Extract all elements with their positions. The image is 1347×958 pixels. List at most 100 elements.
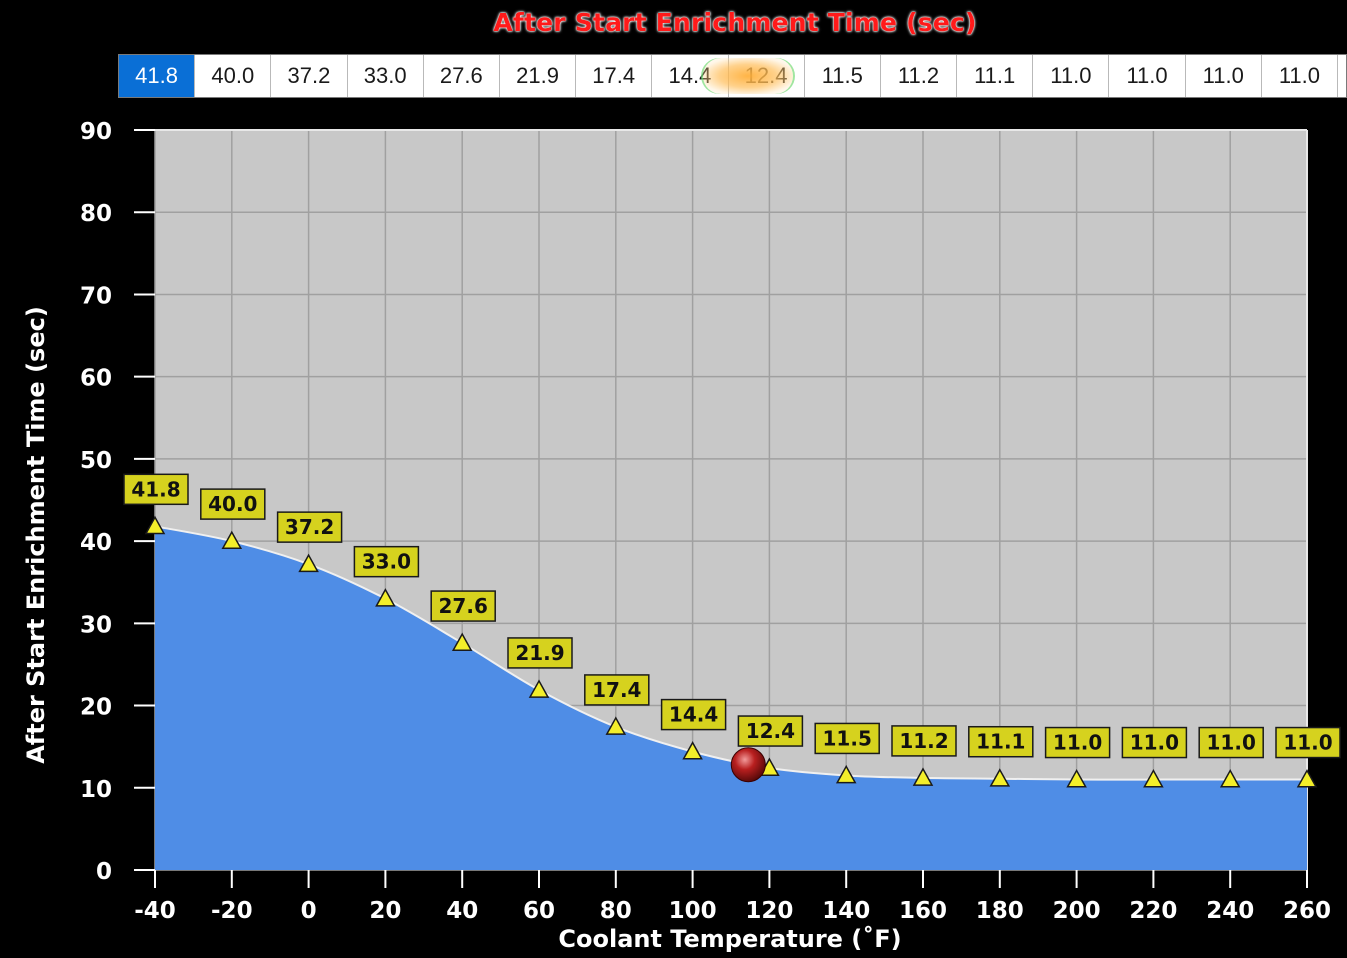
data-point-marker[interactable] <box>528 679 550 698</box>
value-cell[interactable]: 41.8 <box>119 55 196 97</box>
y-tick-label: 0 <box>96 859 112 885</box>
x-axis-title: Coolant Temperature (˚F) <box>558 925 901 953</box>
y-tick-label: 10 <box>80 777 112 803</box>
data-label: 14.4 <box>660 698 727 731</box>
data-point-marker[interactable] <box>912 767 934 786</box>
y-tick-label: 80 <box>80 201 112 227</box>
data-label-box <box>968 725 1034 758</box>
value-cell[interactable]: 11.5 <box>805 55 881 97</box>
data-label: 11.5 <box>814 722 880 755</box>
data-label: 11.0 <box>1044 726 1111 759</box>
y-tick-label: 70 <box>80 283 112 309</box>
x-tick-label: 200 <box>1053 898 1101 924</box>
data-point-marker[interactable] <box>605 716 627 735</box>
data-label-text: 12.4 <box>746 719 795 743</box>
data-point-marker[interactable] <box>682 741 703 760</box>
data-label-box <box>353 545 420 578</box>
data-label-text: 40.0 <box>208 492 257 516</box>
data-point-marker[interactable] <box>835 764 857 784</box>
data-point-marker[interactable] <box>1219 769 1241 788</box>
value-cell[interactable]: 40.0 <box>195 55 272 97</box>
data-label-box <box>584 674 650 706</box>
x-tick-label: 120 <box>745 898 793 924</box>
data-point-marker[interactable] <box>451 632 473 652</box>
data-label: 11.0 <box>1275 726 1341 759</box>
data-label-text: 41.8 <box>131 477 180 501</box>
value-cell[interactable]: 11.2 <box>881 55 958 97</box>
x-tick-label: 220 <box>1129 898 1177 924</box>
data-label-text: 14.4 <box>669 703 718 727</box>
data-label-text: 11.2 <box>899 729 948 753</box>
data-label: 11.2 <box>891 725 957 757</box>
data-point-marker[interactable] <box>1143 769 1164 788</box>
data-label: 41.8 <box>123 473 189 506</box>
data-label-text: 11.5 <box>823 726 872 750</box>
data-point-marker[interactable] <box>989 768 1011 787</box>
data-point-marker[interactable] <box>375 588 396 607</box>
x-tick-label: 60 <box>523 898 555 924</box>
value-cell[interactable]: 27.6 <box>424 55 500 97</box>
value-cell[interactable]: 37.2 <box>271 55 348 97</box>
x-tick-label: 160 <box>899 898 947 924</box>
x-tick-label: 100 <box>669 898 717 924</box>
data-label-box <box>200 488 266 520</box>
data-point-marker[interactable] <box>1066 769 1087 788</box>
data-label-text: 11.0 <box>1283 731 1332 755</box>
value-cell[interactable]: 11.0 <box>1109 55 1186 97</box>
data-label: 11.0 <box>1198 726 1264 759</box>
series-line <box>154 525 1307 781</box>
data-label-text: 37.2 <box>285 515 334 539</box>
data-label-text: 11.1 <box>976 730 1025 754</box>
data-point-marker[interactable] <box>144 515 166 535</box>
data-label-box <box>430 590 496 622</box>
x-tick-label: 40 <box>446 898 478 924</box>
x-tick-label: -20 <box>211 898 253 924</box>
data-label-box <box>891 725 957 757</box>
y-tick-label: 20 <box>80 695 112 721</box>
data-label-text: 11.0 <box>1207 731 1256 755</box>
y-tick-label: 30 <box>80 612 112 638</box>
x-tick-label: 80 <box>600 898 632 924</box>
x-tick-label: 20 <box>369 898 401 924</box>
data-label-text: 11.0 <box>1053 731 1102 755</box>
x-tick-label: -40 <box>134 898 176 924</box>
data-point-marker[interactable] <box>221 530 243 550</box>
data-label-text: 33.0 <box>362 550 411 574</box>
data-label-box <box>276 511 343 543</box>
value-cell[interactable]: 11.0 <box>1262 55 1338 97</box>
value-cell[interactable]: 21.9 <box>500 55 577 97</box>
data-label: 21.9 <box>507 637 573 669</box>
value-cell[interactable]: 17.4 <box>576 55 653 97</box>
value-cell[interactable]: 33.0 <box>348 55 424 97</box>
y-tick-label: 90 <box>80 119 112 145</box>
x-tick-label: 240 <box>1206 898 1254 924</box>
data-point-marker[interactable] <box>1296 769 1318 788</box>
value-cell[interactable]: 11.1 <box>957 55 1034 97</box>
data-label-box <box>1275 726 1341 759</box>
data-label-box <box>1121 726 1188 759</box>
y-tick-label: 50 <box>80 448 112 474</box>
data-label: 17.4 <box>584 674 650 706</box>
data-label: 11.1 <box>968 725 1034 758</box>
data-label-box <box>1198 726 1264 759</box>
cursor-ball[interactable] <box>730 747 766 783</box>
data-label: 11.0 <box>1121 726 1188 759</box>
data-label: 27.6 <box>430 590 496 622</box>
data-label: 40.0 <box>200 488 266 520</box>
y-tick-label: 60 <box>80 366 112 392</box>
data-label: 37.2 <box>276 511 343 543</box>
x-tick-label: 140 <box>822 898 870 924</box>
data-label-text: 11.0 <box>1130 731 1179 755</box>
y-tick-label: 40 <box>80 530 112 556</box>
series-area <box>155 526 1307 870</box>
x-tick-label: 0 <box>301 898 317 924</box>
value-cell[interactable]: 11.0 <box>1186 55 1262 97</box>
data-point-marker[interactable] <box>298 553 319 573</box>
value-cell[interactable]: 11.0 <box>1033 55 1110 97</box>
data-label-box <box>1044 726 1111 759</box>
data-label-box <box>660 698 727 731</box>
data-label-box <box>123 473 189 506</box>
data-label-box <box>814 722 880 755</box>
y-axis-title: After Start Enrichment Time (sec) <box>22 306 50 764</box>
